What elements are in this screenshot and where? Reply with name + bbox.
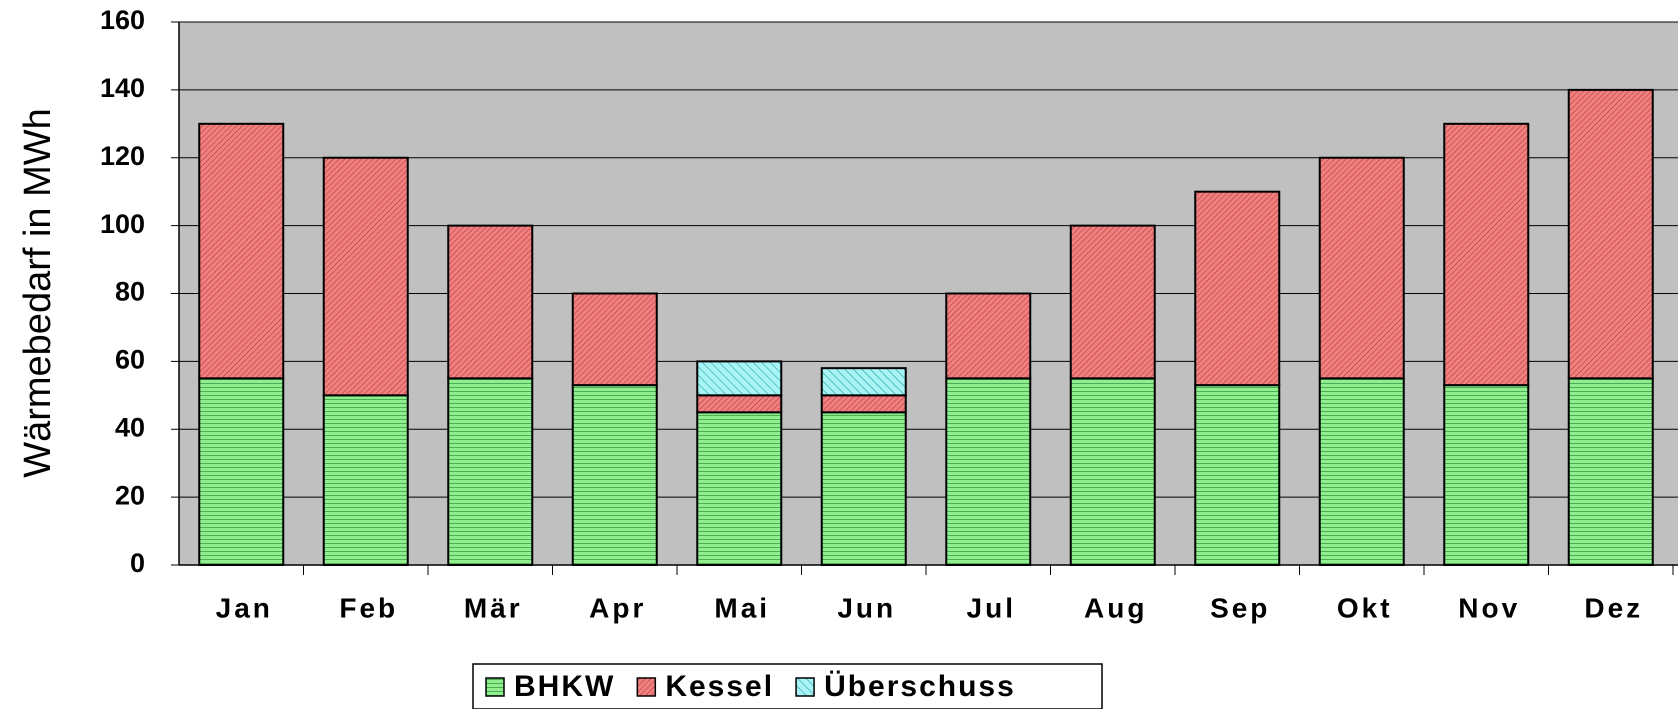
legend-label: BHKW (514, 670, 615, 703)
x-tick-label: Nov (1458, 592, 1520, 623)
y-tick-label: 40 (115, 412, 145, 442)
y-tick-label: 140 (100, 73, 145, 103)
bar-segment (447, 377, 534, 566)
x-tick-label: Sep (1210, 592, 1270, 623)
x-tick-label: Jul (967, 592, 1016, 623)
bar-segment (1318, 377, 1405, 566)
legend-label: Überschuss (824, 670, 1016, 703)
x-tick-label: Aug (1084, 592, 1147, 623)
bar-segment (945, 292, 1032, 380)
legend-swatch (636, 677, 657, 697)
y-tick-label: 60 (115, 345, 145, 375)
bar-segment (322, 156, 409, 397)
x-tick-label: Okt (1337, 592, 1393, 623)
bar-segment (1194, 384, 1281, 566)
bar-segment (945, 377, 1032, 566)
bar-segment (1443, 122, 1530, 387)
bar-segment (1567, 88, 1654, 380)
bar-segment (696, 360, 783, 397)
bar-segment (1194, 190, 1281, 387)
x-tick-label: Jun (837, 592, 896, 623)
x-tick-label: Feb (339, 592, 398, 623)
y-tick-label: 0 (130, 548, 145, 578)
bar-segment (820, 367, 907, 397)
bar-segment (1443, 384, 1530, 566)
y-tick-label: 160 (100, 5, 145, 35)
bar-segment (1069, 224, 1156, 380)
bar-segment (571, 384, 658, 566)
x-tick-label: Jan (216, 592, 273, 623)
legend-label: Kessel (665, 670, 774, 703)
bar-segment (198, 122, 285, 380)
x-tick-label: Apr (589, 592, 646, 623)
x-tick-label: Mär (464, 592, 523, 623)
y-axis-label: Wärmebedarf in MWh (17, 108, 59, 478)
bar-segment (322, 394, 409, 566)
y-tick-label: 80 (115, 277, 145, 307)
bar-segment (198, 377, 285, 566)
y-tick-label: 120 (100, 141, 145, 171)
bar-segment (696, 411, 783, 566)
y-tick-label: 100 (100, 209, 145, 239)
bar-segment (1069, 377, 1156, 566)
bar-segment (1567, 377, 1654, 566)
x-tick-label: Mai (714, 592, 770, 623)
bar-segment (1318, 156, 1405, 380)
y-tick-label: 20 (115, 480, 145, 510)
bar-segment (696, 394, 783, 414)
legend-swatch (795, 677, 815, 697)
legend-swatch (485, 677, 505, 697)
legend: BHKW Kessel Überschuss (472, 663, 1103, 709)
bar-segment (820, 394, 907, 414)
x-tick-label: Dez (1584, 592, 1643, 623)
bar-segment (820, 411, 907, 566)
bar-segment (447, 224, 534, 380)
legend-box (472, 663, 1103, 709)
bar-segment (571, 292, 658, 387)
